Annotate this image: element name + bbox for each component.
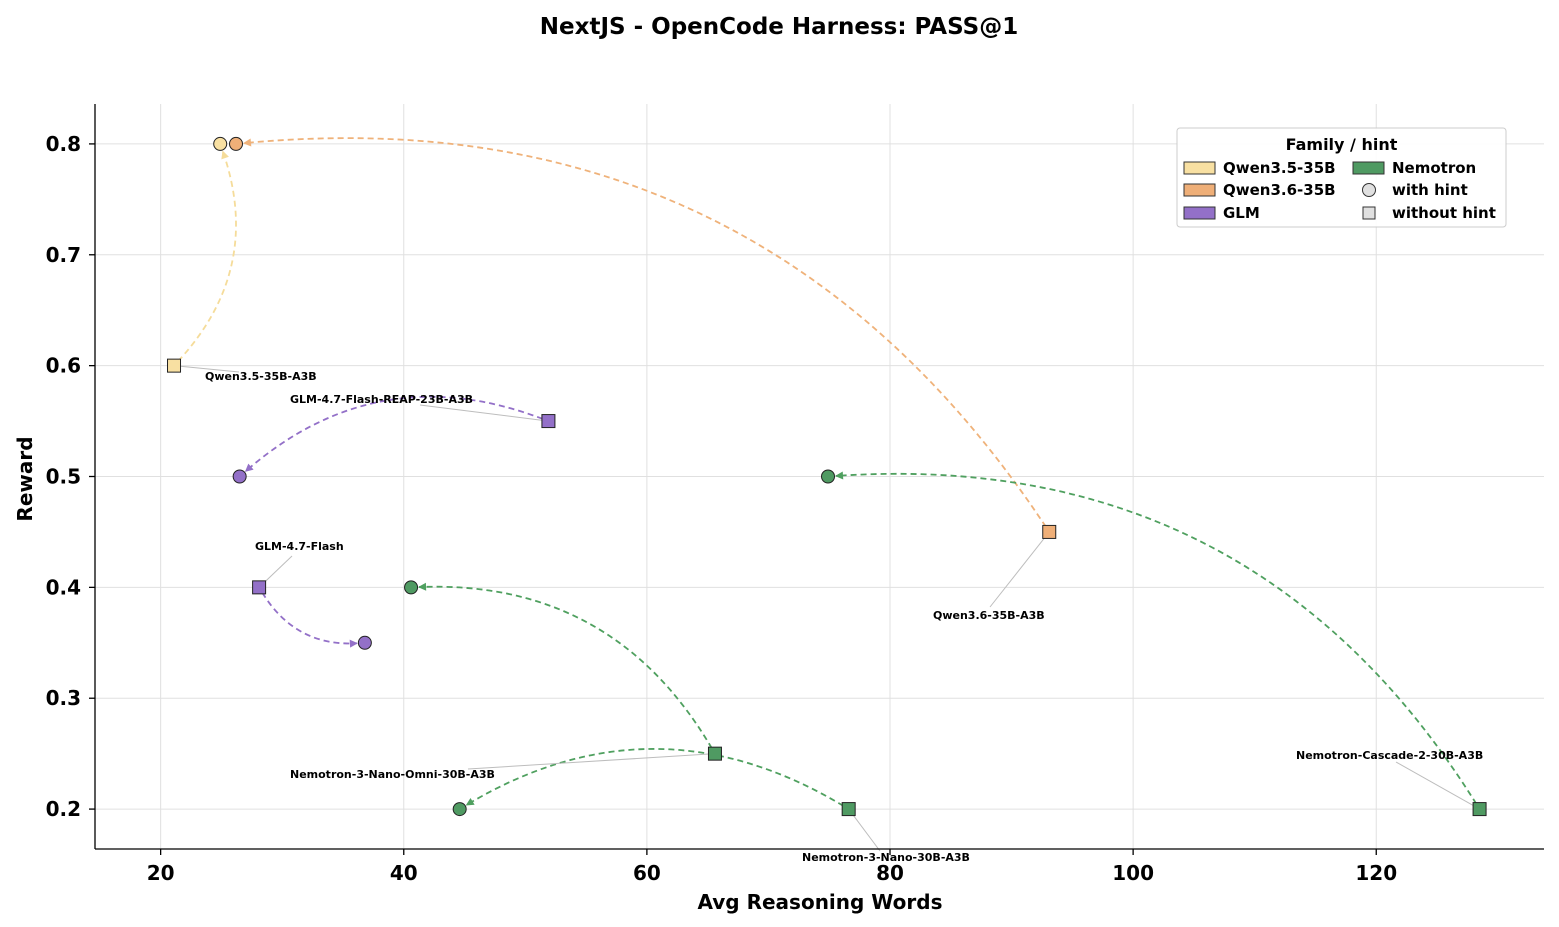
- point-without-hint: [841, 802, 856, 817]
- legend-swatch: [1183, 183, 1216, 197]
- point-without-hint: [707, 746, 722, 761]
- annotation-line: [989, 531, 1050, 608]
- annotation-line: [1395, 761, 1480, 810]
- arrow-4: [419, 585, 713, 749]
- arrow-5: [835, 472, 1478, 805]
- point-without-hint: [252, 580, 267, 595]
- legend-label: GLM: [1223, 204, 1260, 222]
- annotation-label: GLM-4.7-Flash: [255, 540, 344, 553]
- arrowhead-6: [465, 797, 475, 806]
- point-with-hint: [404, 580, 419, 595]
- point-with-hint: [821, 469, 836, 484]
- legend-swatch: [1183, 161, 1216, 175]
- x-tick-label: 120: [1355, 861, 1397, 885]
- legend: Family / hint Qwen3.5-35B Qwen3.6-35B GLM Ne…: [1176, 127, 1507, 228]
- y-tick-label: 0.7: [46, 243, 81, 267]
- x-tick-label: 40: [390, 861, 418, 885]
- annotation-label: Nemotron-Cascade-2-30B-A3B: [1296, 749, 1483, 762]
- arrowhead-3: [349, 639, 358, 648]
- point-with-hint: [357, 635, 372, 650]
- legend-circle-marker: [1362, 183, 1376, 197]
- legend-swatch: [1183, 206, 1216, 220]
- annotation-line: [467, 753, 715, 770]
- point-with-hint: [232, 469, 247, 484]
- annotation-label: Nemotron-3-Nano-Omni-30B-A3B: [290, 768, 495, 781]
- axes: 20 40 60 80 100 120 0.2 0.3 0.4 0.5 0.6 0.7 0.8: [46, 104, 1544, 885]
- legend-swatch: [1352, 161, 1385, 175]
- x-tick-label: 60: [633, 861, 661, 885]
- arrowhead-1: [242, 138, 252, 147]
- arrowhead-5: [834, 471, 844, 480]
- arrow-3: [261, 592, 357, 645]
- legend-box: [1176, 127, 1507, 228]
- legend-square-marker: [1362, 206, 1376, 220]
- x-axis-label: Avg Reasoning Words: [698, 890, 943, 914]
- annotation-label: Nemotron-3-Nano-30B-A3B: [802, 851, 970, 864]
- y-tick-label: 0.8: [46, 132, 81, 156]
- chart-title: NextJS - OpenCode Harness: PASS@1: [540, 14, 1018, 40]
- annotation-line: [419, 404, 549, 422]
- point-without-hint: [167, 358, 182, 373]
- y-tick-label: 0.6: [46, 354, 81, 378]
- legend-label: with hint: [1392, 181, 1468, 199]
- annotation-label: Qwen3.6-35B-A3B: [933, 609, 1045, 622]
- annotation-line: [173, 365, 240, 373]
- x-tick-label: 100: [1112, 861, 1154, 885]
- point-with-hint: [229, 136, 244, 151]
- point-without-hint: [541, 414, 556, 429]
- point-with-hint: [213, 136, 228, 151]
- arrowhead-4: [418, 582, 427, 591]
- arrow-0: [177, 151, 237, 362]
- y-tick-label: 0.3: [46, 686, 81, 710]
- y-axis-label: Reward: [13, 436, 37, 521]
- legend-label: without hint: [1392, 204, 1496, 222]
- point-without-hint: [1042, 524, 1057, 539]
- point-with-hint: [452, 802, 467, 817]
- y-tick-label: 0.4: [46, 575, 81, 599]
- legend-label: Qwen3.5-35B: [1223, 159, 1336, 177]
- annotations: Qwen3.5-35B-A3B Qwen3.6-35B-A3B GLM-4.7-Fl…: [173, 365, 1483, 864]
- point-without-hint: [1472, 802, 1487, 817]
- legend-title: Family / hint: [1286, 135, 1398, 154]
- points: [167, 136, 1487, 817]
- arrowhead-0: [221, 150, 229, 160]
- arrows: [177, 137, 1478, 807]
- y-tick-label: 0.5: [46, 465, 81, 489]
- legend-label: Qwen3.6-35B: [1223, 181, 1336, 199]
- x-tick-label: 20: [147, 861, 175, 885]
- legend-label: Nemotron: [1392, 159, 1476, 177]
- arrowhead-2: [244, 463, 254, 472]
- arrow-2: [245, 395, 544, 472]
- annotation-label: GLM-4.7-Flash-REAP-23B-A3B: [290, 393, 473, 406]
- y-tick-label: 0.2: [46, 797, 81, 821]
- annotation-label: Qwen3.5-35B-A3B: [205, 370, 317, 383]
- arrow-1: [243, 137, 1047, 528]
- x-tick-label: 80: [876, 861, 904, 885]
- arrow-6: [466, 748, 844, 807]
